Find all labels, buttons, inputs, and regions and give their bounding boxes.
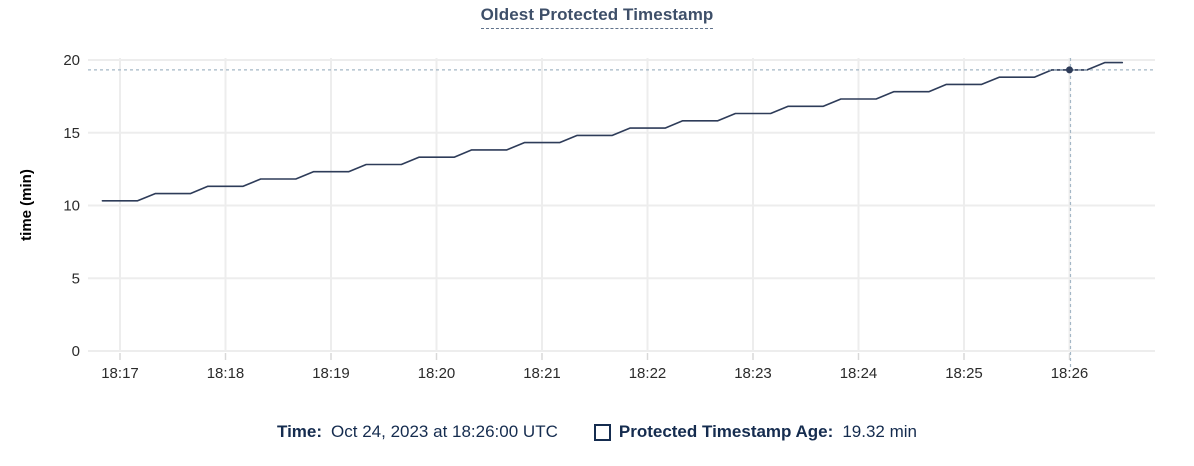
hover-crosshair: [88, 58, 1155, 367]
x-tick-label: 18:18: [207, 365, 245, 382]
y-tick-label: 20: [63, 52, 80, 69]
x-tick-label: 18:24: [840, 365, 878, 382]
hover-time: Time: Oct 24, 2023 at 18:26:00 UTC: [277, 422, 558, 442]
legend-series-value: 19.32 min: [842, 422, 917, 441]
legend-item-protected-timestamp-age[interactable]: Protected Timestamp Age: 19.32 min: [593, 422, 917, 442]
chart-footer: Time: Oct 24, 2023 at 18:26:00 UTC Prote…: [0, 422, 1194, 442]
x-axis-labels: 18:17 18:18 18:19 18:20 18:21 18:22 18:23 18:24…: [101, 365, 1088, 382]
x-tick-label: 18:20: [418, 365, 456, 382]
x-tick-label: 18:23: [734, 365, 772, 382]
y-tick-label: 5: [72, 270, 80, 287]
y-tick-label: 10: [63, 198, 80, 215]
hover-time-value: Oct 24, 2023 at 18:26:00 UTC: [331, 422, 558, 441]
hover-point-dot: [1066, 66, 1073, 74]
x-tick-label: 18:22: [629, 365, 667, 382]
y-tick-label: 15: [63, 125, 80, 142]
chart-title[interactable]: Oldest Protected Timestamp: [480, 5, 714, 29]
x-tick-label: 18:17: [101, 365, 139, 382]
x-tick-label: 18:25: [945, 365, 983, 382]
x-tick-label: 18:19: [312, 365, 350, 382]
x-tick-label: 18:26: [1051, 365, 1089, 382]
hover-time-label: Time:: [277, 422, 323, 441]
y-axis-title: time (min): [18, 169, 35, 241]
chart-area[interactable]: 0 5 10 15 20 18:17 18:18 18:19 18:20 18:21 18:22 18…: [0, 0, 1194, 400]
chart-title-row: Oldest Protected Timestamp: [0, 5, 1194, 29]
x-gridlines: [119, 58, 1071, 360]
y-tick-label: 0: [72, 343, 80, 360]
x-tick-label: 18:21: [523, 365, 561, 382]
y-axis-labels: 0 5 10 15 20: [63, 52, 80, 360]
y-gridlines: [88, 59, 1155, 352]
legend-checkbox-icon[interactable]: [593, 423, 611, 441]
legend-series-label: Protected Timestamp Age:: [618, 422, 834, 441]
series-line: [101, 61, 1124, 202]
